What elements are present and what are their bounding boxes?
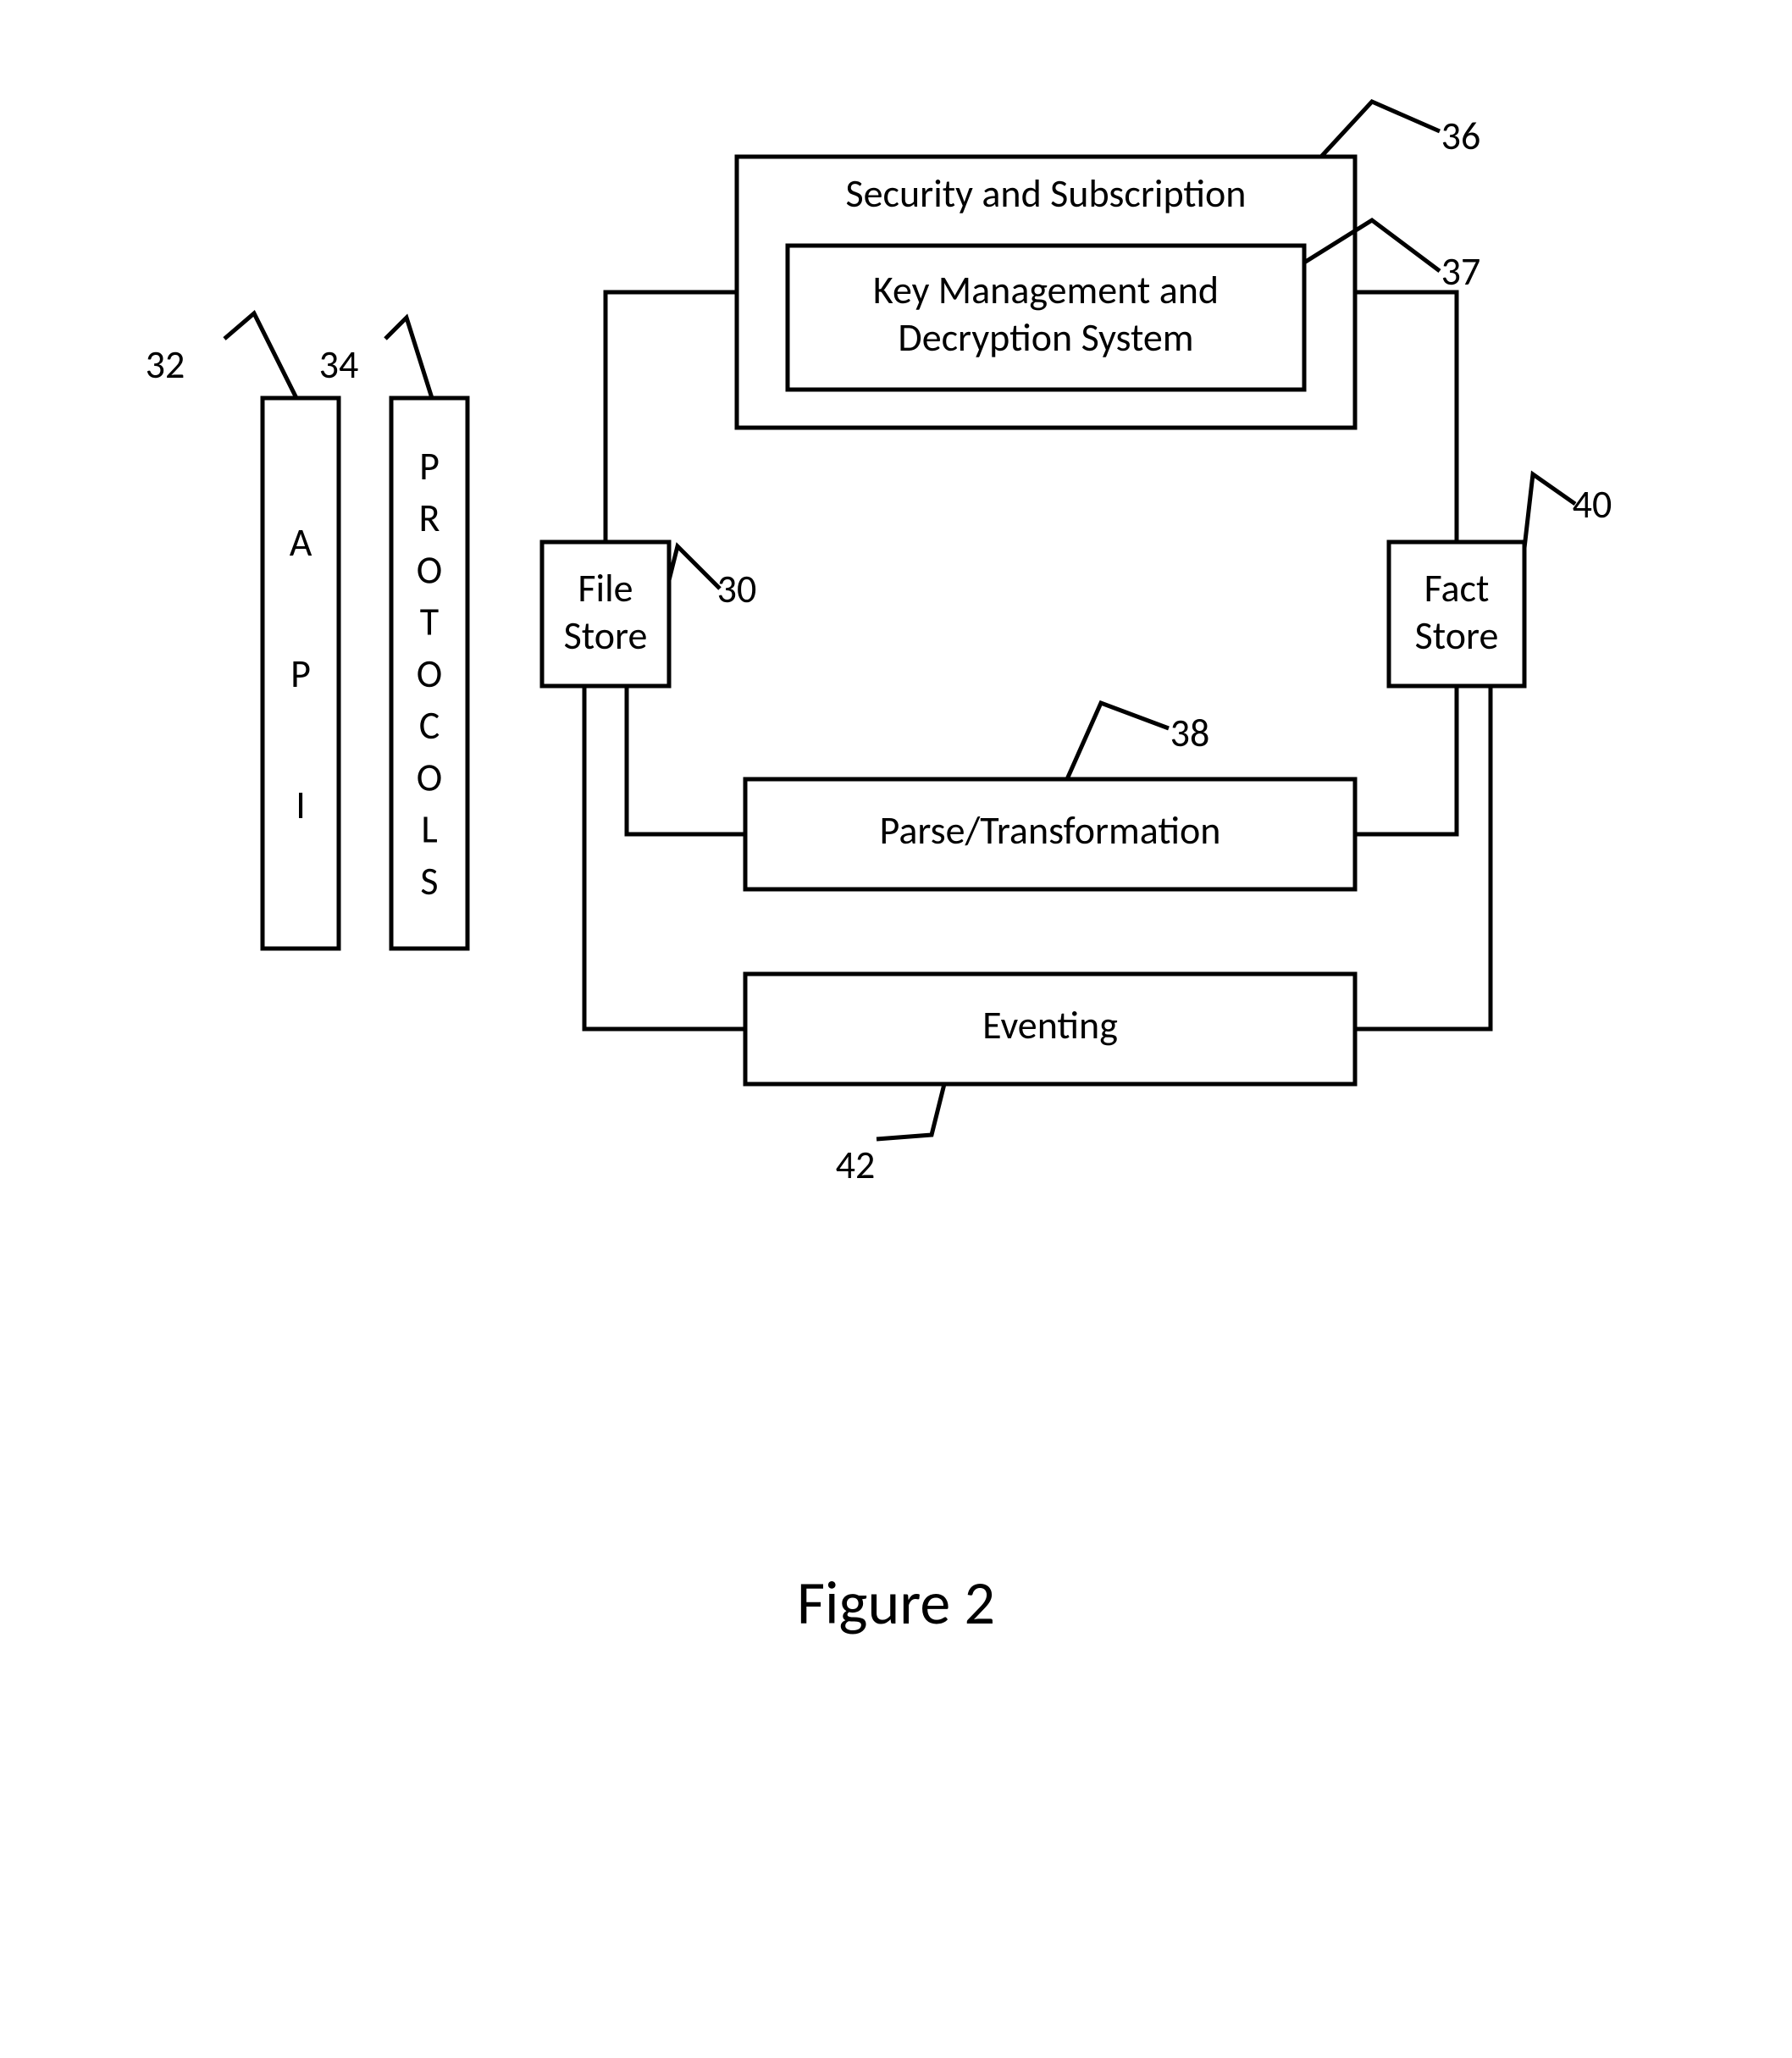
- vert-letter: L: [421, 806, 437, 854]
- leader-line: [385, 318, 432, 398]
- leader-line: [1321, 102, 1440, 157]
- box-keymgmt: Key Management andDecryption System: [788, 246, 1304, 390]
- box-eventing: Eventing: [745, 974, 1355, 1084]
- connector: [627, 686, 745, 834]
- box-api: A P I: [263, 398, 339, 949]
- vert-letter: O: [417, 546, 442, 594]
- box-protocols: PROTOCOLS: [391, 398, 467, 949]
- connector: [606, 292, 737, 542]
- ref-num-36: 36: [1441, 113, 1481, 160]
- vert-letter: O: [417, 650, 442, 698]
- file-store-label-2: Store: [564, 612, 648, 660]
- ref-num-34: 34: [319, 341, 359, 389]
- connector: [1355, 686, 1491, 1029]
- fact-store-label-1: Fact: [1424, 565, 1490, 612]
- leader-line: [1524, 474, 1575, 548]
- box-fact-store: FactStore: [1389, 542, 1524, 686]
- ref-num-42: 42: [836, 1142, 876, 1189]
- ref-num-38: 38: [1170, 710, 1210, 757]
- fact-store-label-2: Store: [1415, 612, 1499, 660]
- vert-letter: P: [419, 443, 440, 490]
- ref-num-32: 32: [146, 341, 185, 389]
- keymgmt-label-2: Decryption System: [898, 314, 1193, 362]
- vert-letter: T: [420, 599, 439, 646]
- ref-num-30: 30: [717, 566, 757, 613]
- vert-letter: A: [290, 519, 312, 567]
- keymgmt-label-1: Key Management and: [873, 267, 1219, 314]
- ref-num-37: 37: [1441, 248, 1481, 296]
- connector: [1355, 292, 1457, 542]
- leader-line: [877, 1084, 944, 1139]
- vert-letter: P: [290, 650, 311, 698]
- vert-letter: O: [417, 754, 442, 801]
- eventing-label: Eventing: [982, 1002, 1118, 1049]
- connector: [1355, 686, 1457, 834]
- connector: [584, 686, 745, 1029]
- leader-line: [224, 313, 296, 398]
- vert-letter: C: [419, 702, 440, 750]
- file-store-label-1: File: [578, 565, 633, 612]
- box-file-store: FileStore: [542, 542, 669, 686]
- box-parse: Parse/Transformation: [745, 779, 1355, 889]
- figure-caption: Figure 2: [797, 1566, 995, 1640]
- leader-line: [1067, 703, 1169, 779]
- vert-letter: R: [419, 495, 440, 542]
- vert-letter: S: [420, 858, 438, 905]
- leader-line: [669, 546, 720, 589]
- parse-label: Parse/Transformation: [880, 807, 1221, 855]
- security-label: Security and Subscription: [846, 170, 1247, 218]
- vert-letter: I: [296, 782, 306, 829]
- ref-num-40: 40: [1573, 481, 1612, 528]
